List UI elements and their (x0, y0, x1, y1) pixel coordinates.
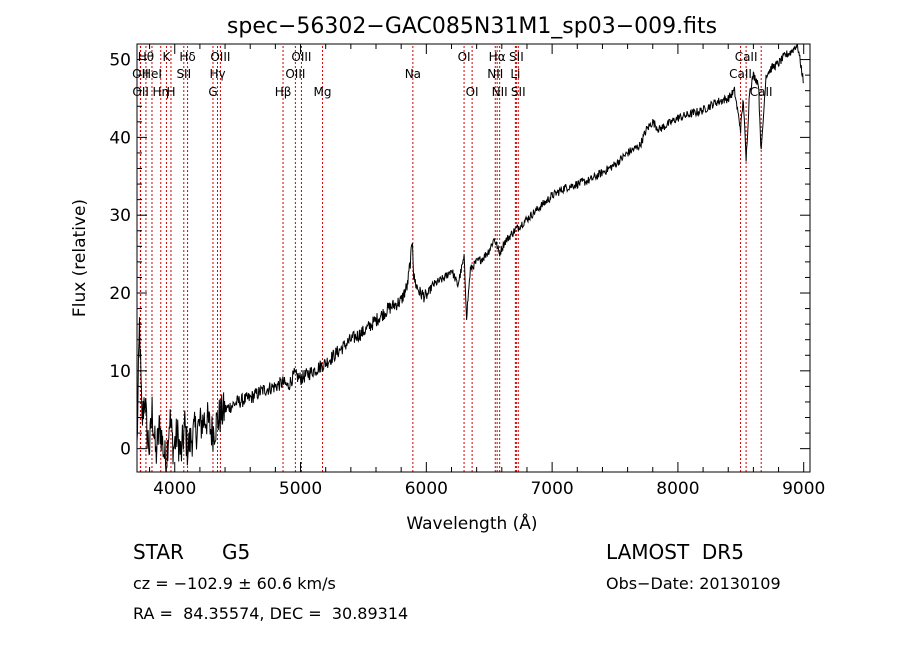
spectral-line-labels: OIIOIIHθHeIHηKHSIIHδGHγOIIIHβOIIIOIIIMgN… (132, 50, 772, 99)
line-label: OIII (291, 50, 311, 64)
line-label: HeI (142, 67, 162, 81)
x-axis-ticks: 4000 5000 6000 7000 8000 9000 (149, 44, 825, 499)
y-tick-label: 30 (109, 206, 131, 226)
y-tick-label: 50 (109, 51, 131, 71)
x-axis-label: Wavelength (Å) (406, 512, 537, 534)
y-tick-label: 40 (109, 128, 131, 148)
survey-label: LAMOST DR5 (606, 540, 744, 564)
y-tick-label: 0 (120, 440, 131, 460)
line-label: Hθ (138, 50, 154, 64)
line-label: H (166, 85, 175, 99)
line-label: OII (132, 85, 149, 99)
line-label: SII (511, 85, 526, 99)
object-subclass: G5 (222, 540, 251, 564)
line-label: K (162, 50, 171, 64)
x-tick-label: 6000 (405, 479, 448, 499)
plot-frame (136, 43, 811, 473)
line-label: CaII (750, 85, 773, 99)
line-label: OI (466, 85, 479, 99)
line-label: Na (405, 67, 421, 81)
line-label: OIII (285, 67, 305, 81)
line-label: SII (509, 50, 524, 64)
line-label: NII (487, 67, 503, 81)
line-label: Hη (152, 85, 169, 99)
line-label: Hα (489, 50, 506, 64)
line-label: CaII (735, 50, 758, 64)
line-label: SII (176, 67, 191, 81)
line-label: G (208, 85, 217, 99)
observation-date: Obs−Date: 20130109 (606, 574, 781, 593)
x-tick-label: 5000 (279, 479, 322, 499)
x-tick-label: 8000 (656, 479, 699, 499)
spectrum-line (136, 43, 804, 473)
y-axis-ticks: 0 10 20 30 40 50 (109, 51, 810, 460)
chart-title: spec−56302−GAC085N31M1_sp03−009.fits (227, 14, 717, 39)
line-label: Li (510, 67, 520, 81)
x-tick-label: 7000 (530, 479, 573, 499)
line-label: Hβ (275, 85, 292, 99)
y-tick-label: 10 (109, 362, 131, 382)
redshift-velocity: cz = −102.9 ± 60.6 km/s (133, 574, 336, 593)
line-label: NII (492, 85, 508, 99)
object-class: STAR (133, 540, 184, 564)
spectral-line-markers (139, 46, 762, 472)
line-label: Hγ (209, 67, 225, 81)
line-label: Mg (314, 85, 332, 99)
y-tick-label: 20 (109, 284, 131, 304)
x-tick-label: 4000 (153, 479, 196, 499)
line-label: OIII (210, 50, 230, 64)
x-tick-label: 9000 (782, 479, 825, 499)
line-label: OI (458, 50, 471, 64)
sky-coordinates: RA = 84.35574, DEC = 30.89314 (133, 604, 409, 623)
line-label: OII (132, 67, 149, 81)
line-label: CaII (729, 67, 752, 81)
line-label: Hδ (179, 50, 195, 64)
y-axis-label: Flux (relative) (70, 199, 90, 317)
